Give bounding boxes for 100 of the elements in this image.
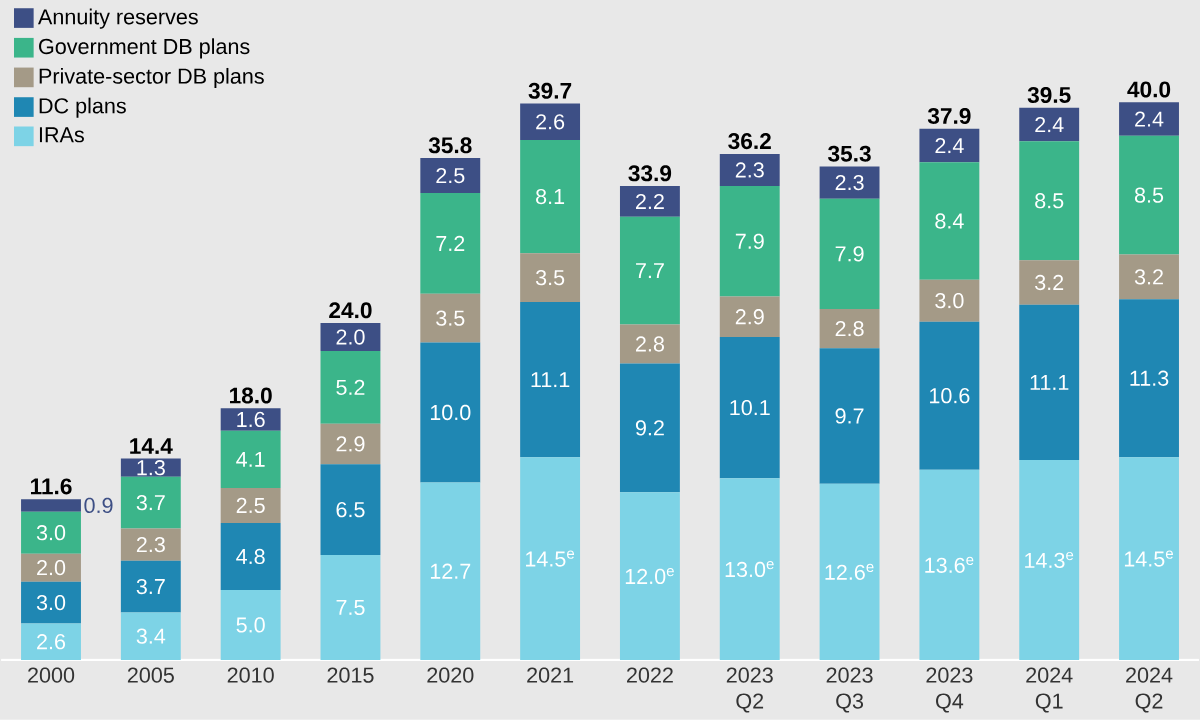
bar bbox=[819, 348, 880, 484]
legend-label: Annuity reserves bbox=[37, 8, 198, 29]
x-tick-label: 2021 bbox=[527, 667, 574, 683]
bar bbox=[120, 612, 181, 661]
bar bbox=[1019, 107, 1080, 142]
bar bbox=[1119, 135, 1179, 255]
total-label: 35.8 bbox=[428, 137, 472, 154]
bar bbox=[520, 253, 581, 303]
data-label: 14.5$^{e}$ bbox=[1124, 550, 1173, 567]
bar bbox=[21, 553, 81, 582]
bar bbox=[1019, 460, 1080, 661]
total-label: 39.7 bbox=[528, 82, 572, 99]
data-label: 7.9 bbox=[835, 246, 864, 262]
data-label: 12.0$^{e}$ bbox=[625, 568, 674, 585]
data-label: 2.5 bbox=[436, 168, 465, 184]
data-label: 11.3 bbox=[1130, 370, 1169, 386]
bar bbox=[320, 323, 381, 352]
bar bbox=[619, 216, 680, 325]
bar bbox=[919, 162, 980, 280]
data-label: 2.4 bbox=[1035, 117, 1064, 133]
data-label: 5.2 bbox=[336, 379, 365, 396]
total-label: 33.9 bbox=[628, 165, 672, 182]
total-label: 11.6 bbox=[30, 478, 72, 495]
bar bbox=[420, 482, 481, 661]
data-label: 4.1 bbox=[236, 451, 265, 467]
data-label: 6.5 bbox=[336, 502, 365, 518]
data-label: 2.3 bbox=[835, 175, 864, 191]
total-label: 14.4 bbox=[130, 438, 173, 454]
data-label: 8.1 bbox=[536, 189, 565, 205]
bar bbox=[719, 296, 780, 338]
bar bbox=[120, 528, 181, 561]
total-label: 37.9 bbox=[927, 108, 971, 125]
bar bbox=[619, 186, 680, 217]
data-label: 8.5 bbox=[1134, 187, 1164, 203]
data-label: 11.1 bbox=[1030, 375, 1069, 390]
bar bbox=[1119, 457, 1179, 661]
data-label: 7.2 bbox=[436, 235, 465, 252]
legend-label: IRAs bbox=[39, 127, 84, 143]
data-label: 5.0 bbox=[236, 617, 265, 633]
bar bbox=[919, 128, 980, 163]
bar bbox=[719, 337, 780, 479]
data-label: 7.9 bbox=[735, 233, 764, 250]
data-label: 2.8 bbox=[636, 336, 664, 352]
data-label: 3.2 bbox=[1134, 269, 1163, 285]
data-label: 2.9 bbox=[336, 436, 365, 452]
bar bbox=[220, 408, 281, 431]
bar bbox=[120, 560, 181, 613]
bar bbox=[120, 476, 181, 529]
data-label: 1.3 bbox=[137, 460, 165, 476]
bar bbox=[1119, 254, 1179, 300]
x-tick-label: 2015 bbox=[327, 667, 374, 683]
bar bbox=[520, 103, 581, 141]
bar bbox=[619, 324, 680, 364]
x-tick-label: 2024 Q2 bbox=[1126, 667, 1173, 713]
data-label: 2.0 bbox=[336, 329, 365, 345]
bar bbox=[819, 309, 880, 349]
bar bbox=[819, 483, 880, 661]
data-label: 11.1 bbox=[531, 372, 570, 388]
data-label: 9.2 bbox=[635, 420, 664, 436]
total-label: 39.5 bbox=[1027, 87, 1071, 104]
bar bbox=[220, 523, 281, 591]
data-label: 2.3 bbox=[735, 162, 764, 178]
data-label: 10.0 bbox=[430, 404, 471, 421]
bar bbox=[520, 457, 581, 661]
data-label: 9.7 bbox=[835, 408, 864, 424]
data-label: 8.4 bbox=[935, 213, 964, 229]
data-label: 14.5$^{e}$ bbox=[526, 550, 575, 567]
data-label: 13.6$^{e}$ bbox=[925, 556, 974, 574]
bar bbox=[719, 154, 780, 187]
total-label: 40.0 bbox=[1127, 81, 1171, 98]
bar bbox=[1019, 260, 1080, 305]
total-label: 35.3 bbox=[828, 145, 871, 162]
bar bbox=[420, 293, 481, 343]
data-label: 4.8 bbox=[236, 548, 265, 565]
data-label: 2.8 bbox=[835, 321, 864, 337]
total-label: 36.2 bbox=[728, 133, 771, 150]
bar bbox=[919, 469, 980, 661]
data-label: 10.6 bbox=[930, 388, 970, 404]
data-label: 3.7 bbox=[136, 495, 165, 511]
bar bbox=[21, 499, 81, 512]
total-label: 18.0 bbox=[230, 387, 272, 404]
bar bbox=[819, 198, 880, 310]
data-label: 10.1 bbox=[730, 400, 770, 416]
bar bbox=[21, 623, 81, 661]
bar bbox=[320, 351, 381, 424]
x-tick-label: 2020 bbox=[427, 667, 474, 683]
bar bbox=[320, 464, 381, 556]
bar bbox=[320, 423, 381, 465]
data-label: 2.4 bbox=[1135, 111, 1164, 127]
bar bbox=[919, 321, 980, 470]
x-tick-label: 2023 Q3 bbox=[826, 667, 873, 713]
bar bbox=[420, 342, 481, 483]
legend-label: Private-sector DB plans bbox=[39, 68, 264, 89]
bar bbox=[719, 186, 780, 297]
bar bbox=[619, 492, 680, 661]
bar bbox=[21, 581, 81, 624]
bar bbox=[220, 590, 281, 661]
x-tick-label: 2000 bbox=[28, 667, 75, 683]
bar bbox=[719, 478, 780, 661]
data-label: 2.4 bbox=[935, 138, 964, 154]
